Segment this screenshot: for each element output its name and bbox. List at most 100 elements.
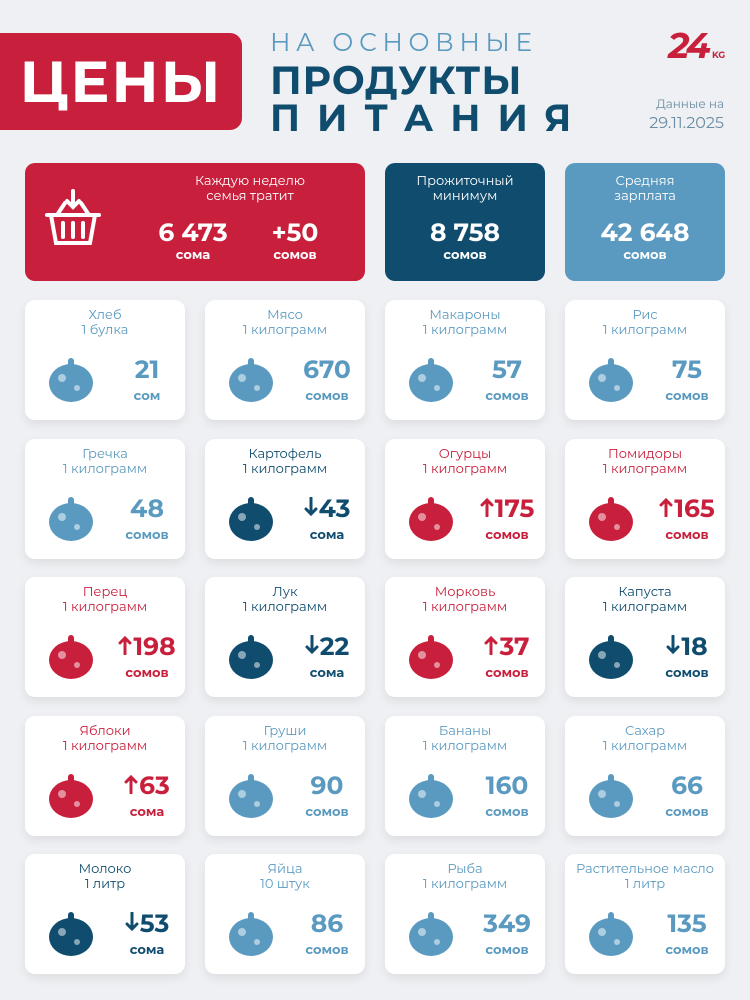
- product-icon: [409, 912, 453, 956]
- price-row: 135: [649, 910, 725, 938]
- price-row: 175: [469, 495, 545, 523]
- product-name: Хлеб: [88, 307, 122, 323]
- product-card: Мясо 1 килограмм 670 сомов: [205, 300, 365, 420]
- product-qty: 1 килограмм: [422, 322, 508, 338]
- product-name: Огурцы: [438, 445, 492, 462]
- summary-label: Средняя зарплата: [565, 174, 725, 204]
- product-card: Молоко 1 литр 53 сома: [25, 854, 185, 974]
- product-icon: [409, 773, 453, 818]
- product-name: Рис: [632, 307, 658, 323]
- product-name: Мясо: [267, 307, 303, 323]
- product-qty: 1 килограмм: [422, 599, 508, 615]
- product-icon: [49, 912, 93, 956]
- product-name: Рыба: [447, 861, 483, 877]
- summary-label: Каждую неделю семья тратит: [135, 174, 365, 204]
- product-qty: 1 булка: [81, 322, 129, 338]
- trend-arrow: [118, 635, 132, 656]
- product-name: Груши: [263, 722, 307, 739]
- product-card: Огурцы 1 килограмм 175 сомов: [385, 438, 545, 559]
- price-unit: сомов: [305, 388, 349, 404]
- amount: 8 758: [429, 218, 501, 248]
- product-qty: 1 килограмм: [242, 737, 328, 754]
- price-unit: сомов: [665, 526, 709, 543]
- trend-arrow: [124, 774, 138, 794]
- price-row: 66: [649, 772, 725, 800]
- date: 29.11.2025: [649, 114, 724, 133]
- price-row: 48: [109, 495, 185, 523]
- label-line: Прожиточный: [416, 173, 514, 189]
- price: 63: [139, 770, 170, 801]
- price: 48: [130, 493, 164, 524]
- product-qty: 1 килограмм: [602, 599, 688, 615]
- price-unit: сомов: [125, 665, 169, 681]
- price-unit: сомов: [485, 665, 529, 681]
- price: 18: [681, 632, 708, 662]
- price: 75: [672, 355, 702, 385]
- trend-arrow: [659, 497, 673, 517]
- summary-card: Прожиточный минимум 8 758 сомов: [385, 163, 545, 281]
- price: 670: [303, 355, 351, 385]
- product-icon: [409, 496, 453, 541]
- label-line: Средняя: [615, 173, 675, 189]
- price-row: 75: [649, 356, 725, 384]
- price-row: 21: [109, 356, 185, 384]
- unit: сома: [175, 247, 211, 263]
- unit: сомов: [623, 247, 667, 263]
- subtitle: ПРОДУКТЫ: [270, 56, 523, 104]
- label-line: Каждую неделю: [194, 173, 306, 189]
- product-icon: [229, 635, 273, 679]
- summary-label: Прожиточный минимум: [385, 174, 545, 204]
- logo-suffix: KG: [712, 50, 726, 61]
- price: 175: [494, 493, 535, 524]
- product-name: Помидоры: [607, 445, 683, 462]
- product-card: Картофель 1 килограмм 43 сома: [205, 438, 365, 559]
- summary-value: 8 758 сомов: [385, 219, 545, 263]
- product-icon: [49, 635, 93, 679]
- product-card: Морковь 1 килограмм 37 сомов: [385, 577, 545, 697]
- title: ЦЕНЫ: [19, 46, 223, 117]
- product-icon: [229, 496, 273, 541]
- date-label: Данные на: [656, 97, 724, 112]
- product-card: Рыба 1 килограмм 349 сомов: [385, 854, 545, 974]
- unit: сомов: [443, 247, 487, 263]
- summary-value: +50 сомов: [255, 219, 335, 263]
- price-row: 22: [289, 633, 365, 661]
- product-name: Капуста: [618, 584, 672, 600]
- product-icon: [49, 358, 93, 402]
- product-name: Гречка: [82, 445, 128, 462]
- label-line: зарплата: [614, 188, 676, 204]
- summary-card: Средняя зарплата 42 648 сомов: [565, 163, 725, 281]
- product-qty: 1 килограмм: [62, 599, 148, 615]
- price-unit: сомов: [485, 942, 529, 958]
- price-row: 43: [289, 495, 365, 523]
- product-qty: 1 килограмм: [422, 876, 508, 892]
- product-icon: [229, 773, 273, 818]
- product-icon: [589, 912, 633, 956]
- product-name: Перец: [82, 584, 128, 600]
- product-card: Яблоки 1 килограмм 63 сома: [25, 715, 185, 836]
- product-card: Гречка 1 килограмм 48 сомов: [25, 438, 185, 559]
- price-unit: сомов: [665, 803, 709, 820]
- price: 21: [134, 355, 160, 385]
- price: 53: [139, 909, 170, 939]
- product-qty: 1 килограмм: [422, 737, 508, 754]
- price-unit: сома: [129, 803, 165, 820]
- unit: сомов: [273, 247, 317, 263]
- product-icon: [49, 496, 93, 541]
- price: 349: [483, 909, 531, 939]
- product-qty: 10 штук: [260, 876, 310, 892]
- price-unit: сомов: [665, 665, 709, 681]
- price: 66: [671, 770, 703, 801]
- product-card: Груши 1 килограмм 90 сомов: [205, 715, 365, 836]
- price-row: 165: [649, 495, 725, 523]
- trend-arrow: [305, 634, 319, 655]
- price-unit: сома: [129, 942, 165, 958]
- summary-card: Каждую неделю семья тратит 6 473 сома +50 сом…: [25, 163, 365, 281]
- product-qty: 1 килограмм: [242, 322, 328, 338]
- price-unit: сомов: [305, 942, 349, 958]
- product-card: Растительное масло 1 литр 135 сомов: [565, 854, 725, 974]
- product-card: Макароны 1 килограмм 57 сомов: [385, 300, 545, 420]
- price-unit: сома: [309, 665, 345, 681]
- product-card: Хлеб 1 булка 21 сом: [25, 300, 185, 420]
- product-name: Макароны: [429, 307, 501, 323]
